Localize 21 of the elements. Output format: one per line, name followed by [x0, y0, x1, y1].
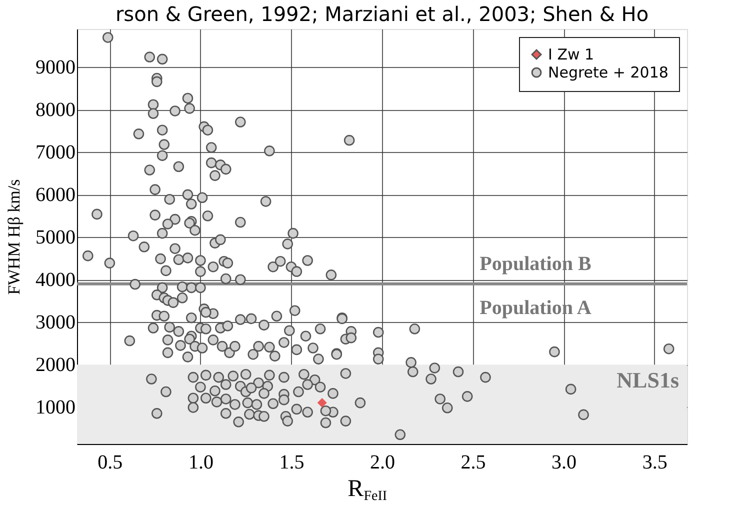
band-label: NLS1s: [616, 368, 680, 393]
x-tick-label: 1.0: [188, 452, 214, 474]
y-tick-label: 7000: [36, 142, 76, 164]
x-tick-label: 1.5: [279, 452, 304, 474]
y-tick-label: 3000: [36, 312, 76, 334]
y-tick-label: 5000: [36, 226, 76, 249]
x-tick-label: 3.0: [552, 452, 577, 474]
y-tick-label: 4000: [36, 269, 76, 292]
legend-label: Negrete + 2018: [548, 64, 668, 82]
x-tick-label: 2.5: [460, 452, 486, 474]
chart-title: rson & Green, 1992; Marziani et al., 2003; Shen & Ho: [115, 2, 649, 26]
y-tick-label: 8000: [36, 99, 76, 122]
y-tick-label: 9000: [36, 56, 76, 79]
y-tick-label: 1000: [36, 396, 76, 419]
legend-label: I Zw 1: [548, 46, 594, 64]
x-tick-label: 2.0: [370, 452, 395, 474]
y-tick-label: 6000: [36, 184, 76, 206]
y-axis-title: FWHM Hβ km/s: [4, 179, 24, 295]
x-tick-label: 3.5: [642, 452, 668, 474]
y-tick-label: 2000: [36, 354, 76, 376]
x-tick-label: 0.5: [98, 452, 123, 474]
